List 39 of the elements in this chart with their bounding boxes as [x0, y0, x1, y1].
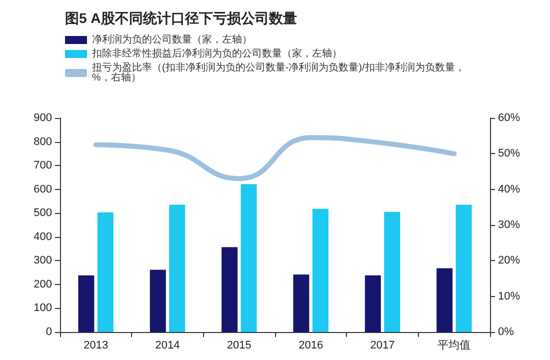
- x-tick-label: 2014: [155, 340, 180, 352]
- x-tick-label: 平均值: [438, 340, 471, 352]
- bar: [240, 184, 257, 332]
- y-tick-label: 400: [34, 230, 52, 243]
- y-tick-label: 500: [34, 207, 52, 220]
- bar: [456, 204, 472, 332]
- x-tick-label: 2016: [298, 340, 324, 352]
- y2-tick-label: 40%: [498, 183, 520, 196]
- legend-label: 扭亏为盈比率（(扣非净利润为负的公司数量-净利润为负数量)/扣非净利润为负数量，%，右轴）: [92, 62, 465, 84]
- legend-label: 扣除非经常性损益后净利润为负的公司数量（家，左轴）: [91, 48, 342, 60]
- bar: [384, 212, 400, 332]
- bar: [312, 208, 328, 332]
- bar: [364, 275, 381, 332]
- bar: [436, 268, 453, 332]
- y-tick-label: 700: [34, 160, 52, 172]
- y2-tick-label: 10%: [498, 290, 520, 302]
- bar: [222, 247, 238, 332]
- y2-tick-label: 50%: [498, 148, 520, 160]
- y2-tick-label: 0%: [498, 326, 514, 338]
- bar: [169, 204, 186, 332]
- y-tick-label: 100: [34, 302, 52, 314]
- y-tick-label: 300: [34, 254, 52, 267]
- y2-tick-label: 60%: [498, 112, 520, 124]
- legend-label: 净利润为负的公司数量（家，左轴）: [92, 34, 252, 46]
- y-tick-label: 600: [34, 183, 52, 196]
- x-tick-label: 2017: [370, 340, 395, 352]
- y-tick-label: 200: [34, 278, 52, 290]
- bar: [97, 212, 114, 332]
- y2-tick-label: 20%: [498, 254, 520, 267]
- y-tick-label: 900: [34, 112, 52, 124]
- x-tick-label: 2015: [226, 340, 252, 352]
- y2-tick-label: 30%: [498, 219, 520, 231]
- x-tick-label: 2013: [84, 340, 108, 352]
- bar: [78, 275, 94, 332]
- bar: [150, 270, 166, 332]
- y-tick-label: 800: [34, 136, 52, 148]
- chart-title: 图5 A股不同统计口径下亏损公司数量: [65, 10, 297, 26]
- bar: [293, 274, 310, 332]
- y-tick-label: 0: [46, 326, 52, 338]
